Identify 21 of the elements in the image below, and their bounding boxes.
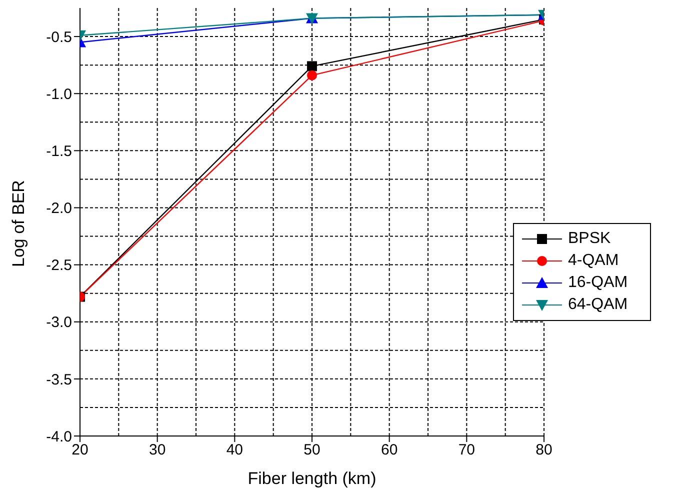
legend-label: 4-QAM	[568, 252, 619, 270]
x-tick-label: 80	[536, 442, 552, 459]
y-axis-title: Log of BER	[9, 180, 28, 267]
y-tick-label: -2.0	[46, 200, 72, 218]
y-tick-label: -1.0	[46, 86, 72, 103]
legend-label: 16-QAM	[568, 274, 628, 292]
y-tick-label: -0.5	[46, 28, 72, 46]
x-tick-label: 60	[380, 442, 398, 459]
x-tick-label: 20	[72, 442, 88, 459]
x-tick-label: 40	[226, 442, 244, 459]
y-tick-label: -2.5	[46, 257, 72, 274]
x-axis-title: Fiber length (km)	[248, 469, 376, 488]
y-tick-label: -1.5	[46, 142, 72, 160]
y-tick-label: -4.0	[46, 428, 72, 446]
x-tick-label: 70	[458, 442, 476, 459]
x-tick-label: 30	[148, 442, 166, 459]
legend-label: 64-QAM	[568, 296, 628, 314]
legend-label: BPSK	[568, 230, 611, 248]
y-tick-label: -3.0	[46, 314, 72, 332]
x-tick-label: 50	[304, 442, 320, 459]
y-tick-label: -3.5	[46, 371, 72, 388]
